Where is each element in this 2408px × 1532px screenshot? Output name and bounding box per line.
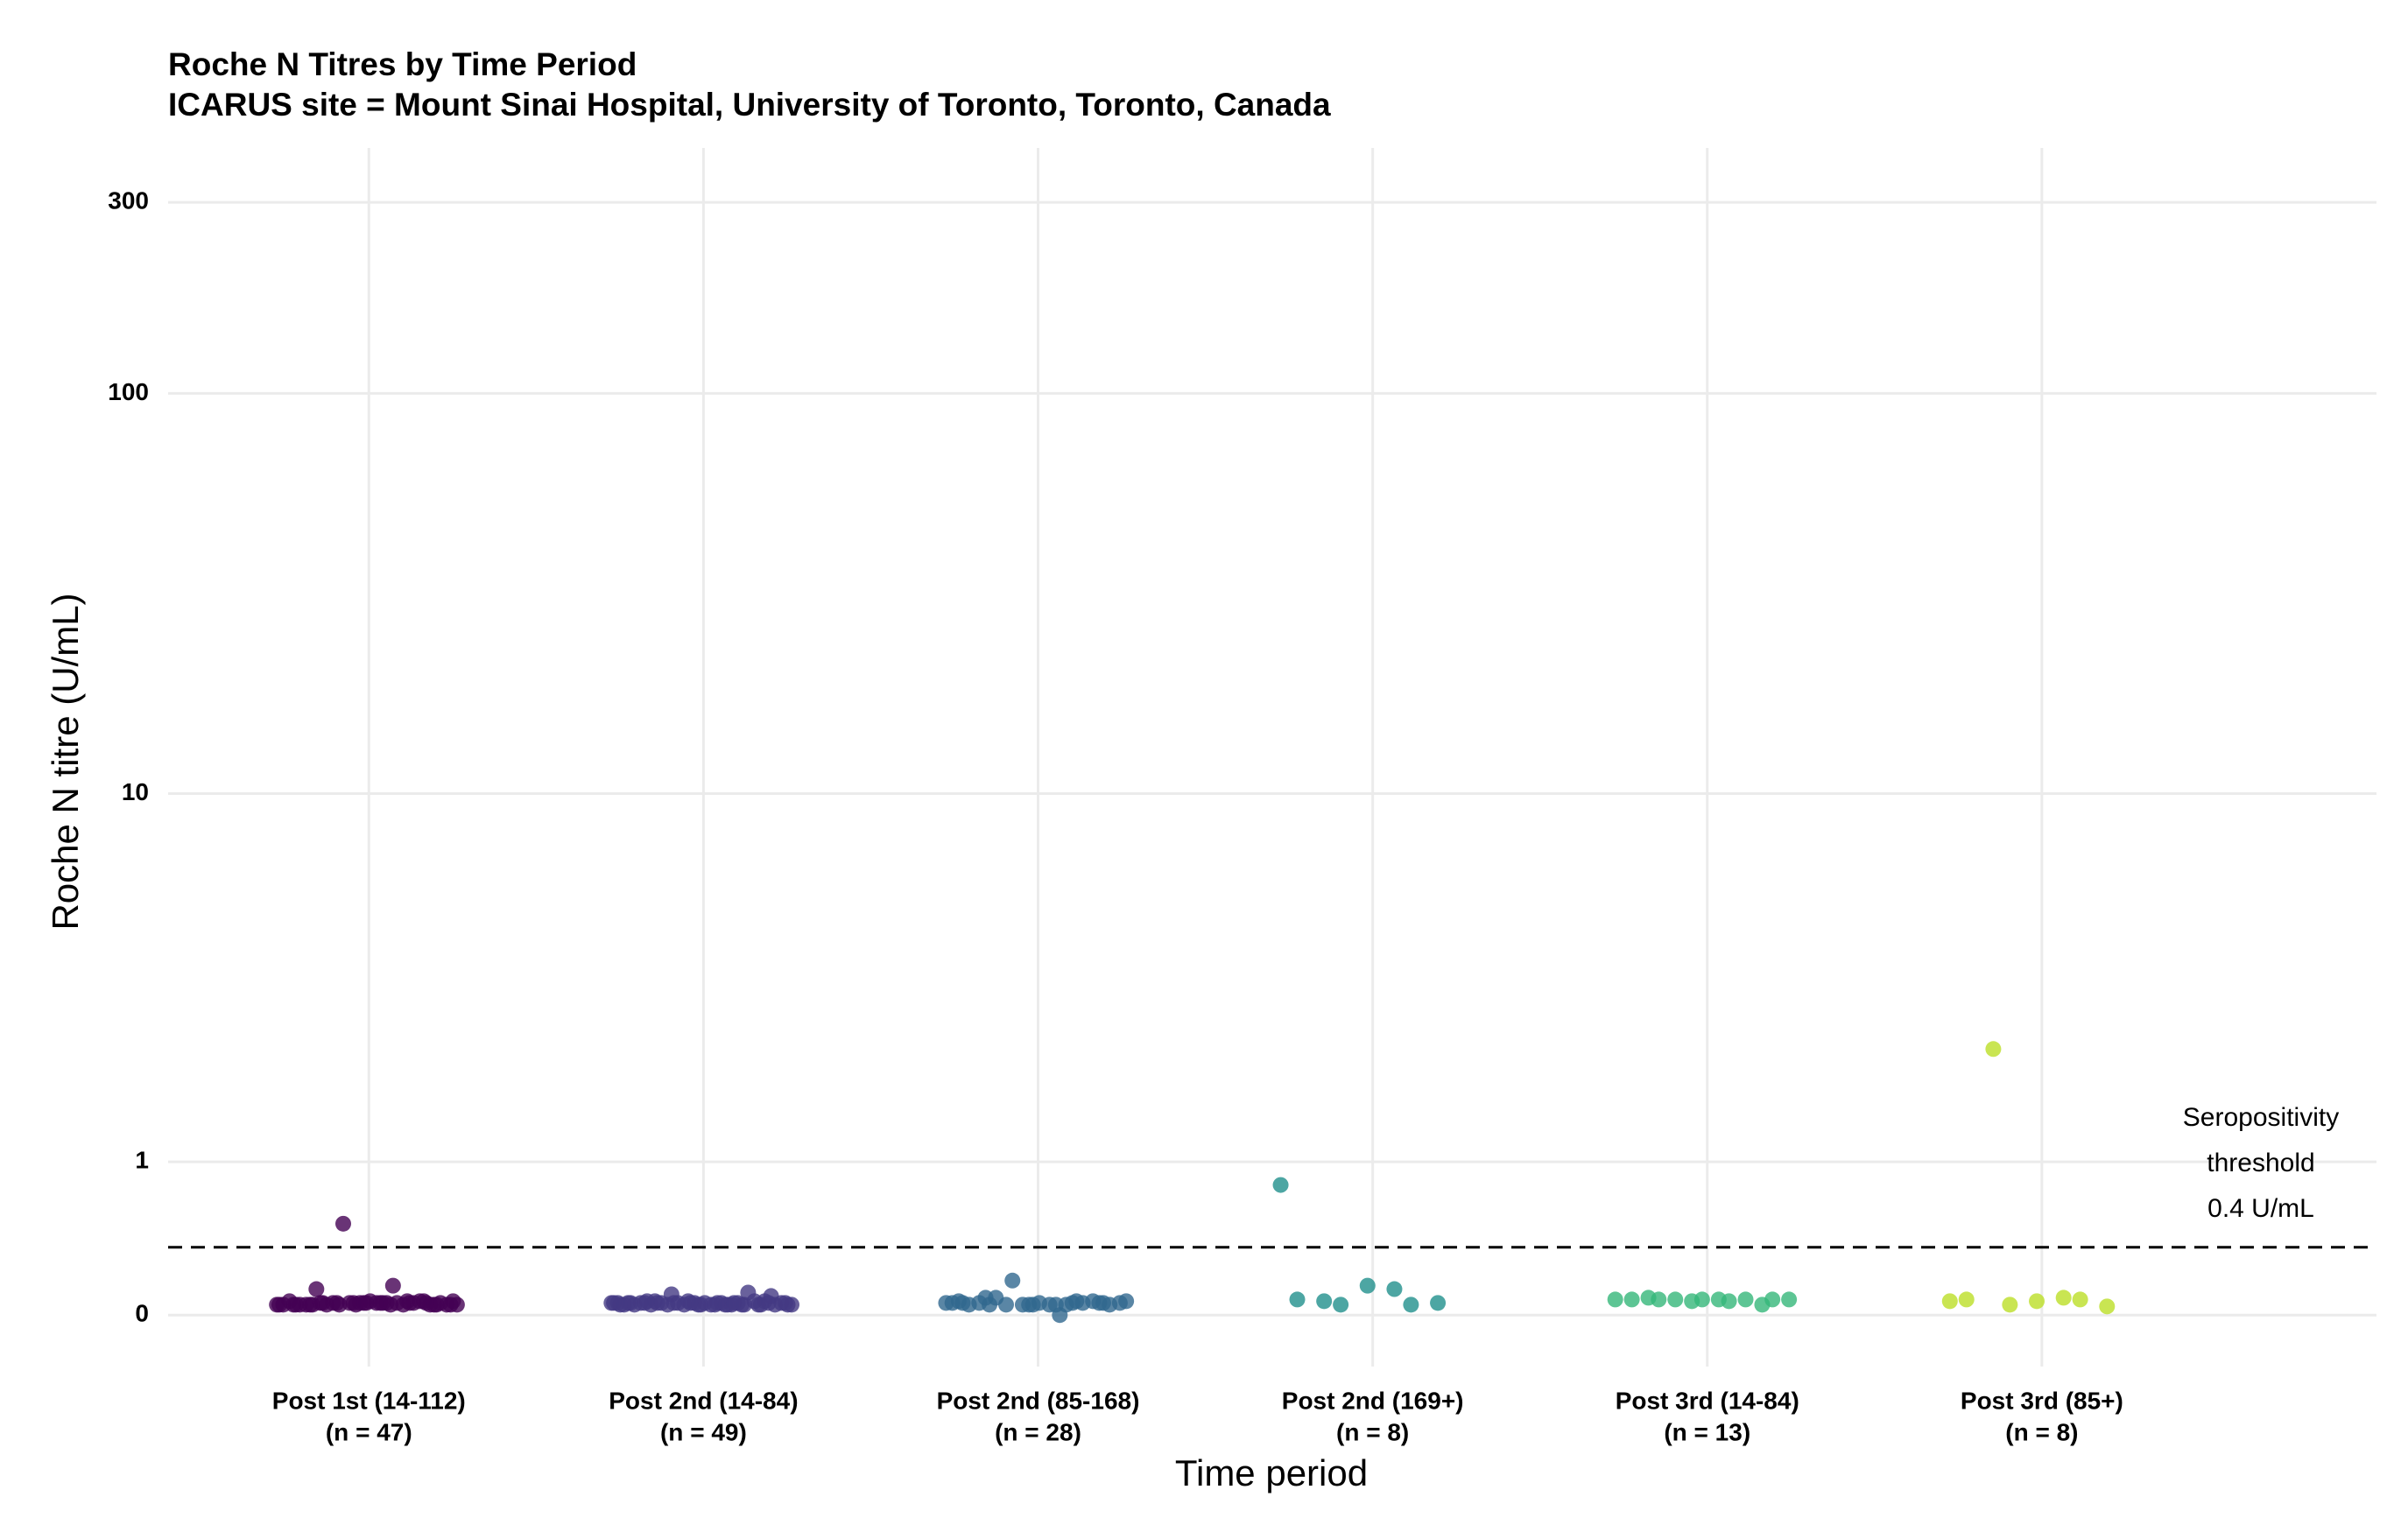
point (612, 1297, 629, 1313)
point (1607, 1291, 1623, 1308)
point (401, 1295, 418, 1311)
point (1623, 1291, 1640, 1308)
point (1640, 1290, 1657, 1306)
point (638, 1293, 655, 1310)
x-tick-label: (n = 8) (2005, 1418, 2078, 1445)
point (1754, 1297, 1771, 1313)
y-tick-label: 1 (135, 1146, 149, 1173)
point (1316, 1293, 1333, 1310)
point (752, 1297, 769, 1313)
annotation: Seropositivity (2183, 1103, 2339, 1132)
point (1941, 1293, 1958, 1310)
point (348, 1297, 364, 1313)
x-tick-label: Post 2nd (169+) (1282, 1387, 1464, 1414)
point (1781, 1291, 1798, 1308)
point (1684, 1293, 1700, 1310)
point (1118, 1293, 1135, 1310)
point (1403, 1297, 1419, 1313)
point (1710, 1291, 1727, 1308)
point (1004, 1272, 1021, 1289)
point (1047, 1297, 1064, 1313)
point (682, 1295, 699, 1311)
point (331, 1297, 348, 1313)
y-tick-label: 0 (135, 1300, 149, 1327)
annotation: 0.4 U/mL (2207, 1194, 2314, 1223)
point (779, 1297, 796, 1313)
point (1958, 1291, 1975, 1308)
point (287, 1297, 304, 1313)
point (950, 1293, 967, 1310)
x-tick-label: (n = 47) (326, 1418, 412, 1445)
x-tick-label: Post 1st (14-112) (272, 1387, 466, 1414)
x-tick-label: (n = 28) (995, 1418, 1081, 1445)
y-axis-title: Roche N titre (U/mL) (45, 593, 86, 930)
point (1272, 1177, 1289, 1193)
x-tick-label: Post 3rd (14-84) (1616, 1387, 1799, 1414)
y-tick-label: 10 (122, 778, 149, 805)
point (1289, 1291, 1306, 1308)
y-tick-label: 300 (108, 186, 149, 214)
x-tick-label: (n = 8) (1336, 1418, 1409, 1445)
point (1021, 1297, 1038, 1313)
x-tick-label: (n = 49) (660, 1418, 747, 1445)
point (1667, 1291, 1684, 1308)
chart-subtitle: ICARUS site = Mount Sinai Hospital, Univ… (168, 87, 1331, 123)
y-tick-label: 100 (108, 378, 149, 405)
point (1091, 1295, 1108, 1311)
point (2029, 1293, 2045, 1310)
x-tick-label: (n = 13) (1664, 1418, 1750, 1445)
chart-title: Roche N Titres by Time Period (168, 46, 637, 82)
x-tick-label: Post 3rd (85+) (1961, 1387, 2123, 1414)
point (445, 1293, 461, 1310)
point (1359, 1277, 1376, 1294)
point (1333, 1297, 1349, 1313)
point (375, 1295, 391, 1311)
point (726, 1295, 743, 1311)
point (384, 1277, 401, 1294)
point (977, 1290, 994, 1306)
point (2072, 1291, 2088, 1308)
point (2055, 1290, 2072, 1306)
point (665, 1295, 682, 1311)
point (1430, 1295, 1447, 1311)
annotation: threshold (2207, 1149, 2314, 1177)
point (1064, 1295, 1081, 1311)
point (763, 1288, 779, 1304)
point (2002, 1297, 2018, 1313)
point (308, 1281, 325, 1297)
point (709, 1295, 726, 1311)
point (2099, 1298, 2116, 1315)
x-tick-label: Post 2nd (85-168) (937, 1387, 1140, 1414)
x-axis-title: Time period (1175, 1452, 1368, 1493)
point (304, 1297, 320, 1313)
point (1386, 1281, 1403, 1297)
point (1985, 1041, 2002, 1058)
point (334, 1215, 351, 1232)
point (418, 1295, 434, 1311)
point (271, 1297, 287, 1313)
x-tick-label: Post 2nd (14-84) (609, 1387, 798, 1414)
point (1737, 1291, 1754, 1308)
